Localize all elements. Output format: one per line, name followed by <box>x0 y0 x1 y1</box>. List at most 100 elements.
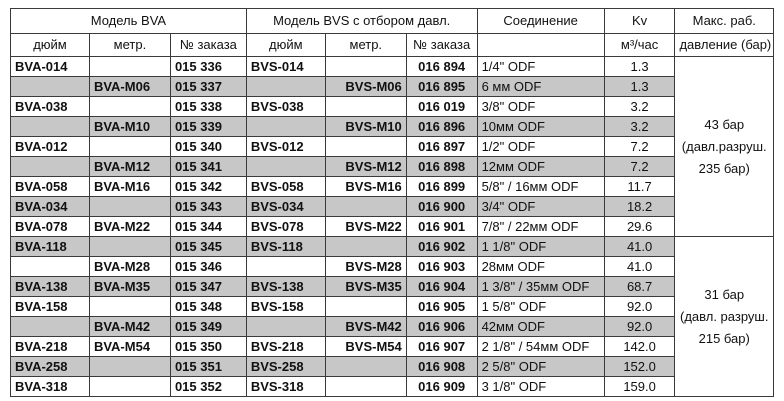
bvs-metric-cell <box>324 56 407 77</box>
bvs-order-cell: 016 899 <box>405 176 478 197</box>
table-row: BVA-014 015 336 BVS-014 016 894 1/4" ODF 1.3 4… <box>10 56 774 237</box>
bva-order-cell: 015 347 <box>169 276 247 297</box>
table-row: BVA-M28 015 346 BVS-M28 016 903 28мм ODF 41.0 <box>10 256 774 277</box>
table-row: BVA-318 015 352 BVS-318 016 909 3 1/8" ODF 15… <box>10 376 774 397</box>
bva-metric-cell <box>88 56 171 77</box>
header-connection-blank <box>476 33 605 57</box>
bvs-metric-cell: BVS-M35 <box>324 276 407 297</box>
header-kv-unit: м³/час <box>603 33 676 57</box>
table-row: BVA-M10 015 339 BVS-M10 016 896 10мм ODF 3.2 <box>10 116 774 137</box>
header-bva-inch: дюйм <box>10 33 90 57</box>
connection-cell: 42мм ODF <box>476 316 605 337</box>
bva-metric-cell: BVA-M28 <box>88 256 171 277</box>
bva-inch-cell: BVA-138 <box>10 276 90 297</box>
bva-inch-cell: BVA-218 <box>10 336 90 357</box>
bva-inch-cell: BVA-038 <box>10 96 90 117</box>
connection-cell: 1/2" ODF <box>476 136 605 157</box>
valve-spec-table: Модель BVA Модель BVS с отбором давл. Со… <box>10 8 774 397</box>
kv-cell: 92.0 <box>603 316 676 337</box>
bva-inch-cell <box>10 256 90 277</box>
bva-order-cell: 015 346 <box>169 256 247 277</box>
max-pressure-group-2: 31 бар (давл. разруш. 215 бар) <box>674 236 774 397</box>
connection-cell: 12мм ODF <box>476 156 605 177</box>
connection-cell: 1/4" ODF <box>476 56 605 77</box>
bva-order-cell: 015 337 <box>169 76 247 97</box>
bva-metric-cell: BVA-M12 <box>88 156 171 177</box>
header-bva-order: № заказа <box>169 33 247 57</box>
connection-cell: 7/8" / 22мм ODF <box>476 216 605 237</box>
bvs-metric-cell <box>324 356 407 377</box>
table-row: BVA-058 BVA-M16 015 342 BVS-058 BVS-M16 016 8… <box>10 176 774 197</box>
bva-metric-cell: BVA-M22 <box>88 216 171 237</box>
pressure-line1: 43 бар <box>704 116 745 132</box>
bvs-order-cell: 016 909 <box>405 376 478 397</box>
pressure-line2: (давл.разруш. <box>681 138 767 154</box>
table-row: BVA-038 015 338 BVS-038 016 019 3/8" ODF 3.2 <box>10 96 774 117</box>
bva-metric-cell: BVA-M06 <box>88 76 171 97</box>
bvs-inch-cell: BVS-012 <box>245 136 326 157</box>
bva-order-cell: 015 349 <box>169 316 247 337</box>
bvs-order-cell: 016 898 <box>405 156 478 177</box>
bvs-order-cell: 016 901 <box>405 216 478 237</box>
bva-order-cell: 015 338 <box>169 96 247 117</box>
bvs-order-cell: 016 902 <box>405 236 478 257</box>
bvs-metric-cell <box>324 376 407 397</box>
table-row: BVA-M06 015 337 BVS-M06 016 895 6 мм ODF 1.3 <box>10 76 774 97</box>
bvs-inch-cell: BVS-258 <box>245 356 326 377</box>
bva-inch-cell: BVA-158 <box>10 296 90 317</box>
bvs-inch-cell <box>245 156 326 177</box>
bva-metric-cell <box>88 96 171 117</box>
header-kv: Kv <box>603 8 676 34</box>
bvs-inch-cell: BVS-058 <box>245 176 326 197</box>
bva-order-cell: 015 352 <box>169 376 247 397</box>
bva-inch-cell <box>10 156 90 177</box>
bva-metric-cell <box>88 356 171 377</box>
pressure-line1: 31 бар <box>704 286 745 302</box>
bva-inch-cell: BVA-034 <box>10 196 90 217</box>
table-row: BVA-118 015 345 BVS-118 016 902 1 1/8" ODF 41… <box>10 236 774 397</box>
kv-cell: 92.0 <box>603 296 676 317</box>
bva-order-cell: 015 342 <box>169 176 247 197</box>
header-max-pressure-line2: давление (бар) <box>674 33 774 57</box>
connection-cell: 1 1/8" ODF <box>476 236 605 257</box>
kv-cell: 3.2 <box>603 96 676 117</box>
kv-cell: 41.0 <box>603 256 676 277</box>
bva-inch-cell: BVA-058 <box>10 176 90 197</box>
bva-inch-cell: BVA-118 <box>10 236 90 257</box>
bva-metric-cell <box>88 236 171 257</box>
kv-cell: 152.0 <box>603 356 676 377</box>
bvs-order-cell: 016 906 <box>405 316 478 337</box>
bvs-inch-cell: BVS-158 <box>245 296 326 317</box>
bva-order-cell: 015 343 <box>169 196 247 217</box>
bvs-inch-cell: BVS-034 <box>245 196 326 217</box>
bvs-metric-cell: BVS-M22 <box>324 216 407 237</box>
connection-cell: 10мм ODF <box>476 116 605 137</box>
pressure-line3: 215 бар) <box>698 330 750 346</box>
connection-cell: 2 1/8" / 54мм ODF <box>476 336 605 357</box>
bvs-metric-cell <box>324 136 407 157</box>
header-row-groups: Модель BVA Модель BVS с отбором давл. Со… <box>10 8 774 34</box>
table-row: BVA-258 015 351 BVS-258 016 908 2 5/8" ODF 15… <box>10 356 774 377</box>
bva-order-cell: 015 350 <box>169 336 247 357</box>
bvs-metric-cell: BVS-M28 <box>324 256 407 277</box>
bva-order-cell: 015 339 <box>169 116 247 137</box>
bvs-inch-cell: BVS-078 <box>245 216 326 237</box>
connection-cell: 1 5/8" ODF <box>476 296 605 317</box>
bva-inch-cell: BVA-014 <box>10 56 90 77</box>
kv-cell: 18.2 <box>603 196 676 217</box>
kv-cell: 3.2 <box>603 116 676 137</box>
pressure-line3: 235 бар) <box>698 160 750 176</box>
bvs-inch-cell <box>245 316 326 337</box>
header-bvs-metric: метр. <box>324 33 407 57</box>
bvs-metric-cell: BVS-M42 <box>324 316 407 337</box>
table-row: BVA-034 015 343 BVS-034 016 900 3/4" ODF 18.2 <box>10 196 774 217</box>
bva-metric-cell <box>88 376 171 397</box>
kv-cell: 1.3 <box>603 76 676 97</box>
bvs-metric-cell: BVS-M10 <box>324 116 407 137</box>
table-row: BVA-078 BVA-M22 015 344 BVS-078 BVS-M22 016 9… <box>10 216 774 237</box>
bvs-order-cell: 016 896 <box>405 116 478 137</box>
header-connection: Соединение <box>476 8 605 34</box>
bvs-order-cell: 016 907 <box>405 336 478 357</box>
bvs-order-cell: 016 019 <box>405 96 478 117</box>
connection-cell: 6 мм ODF <box>476 76 605 97</box>
